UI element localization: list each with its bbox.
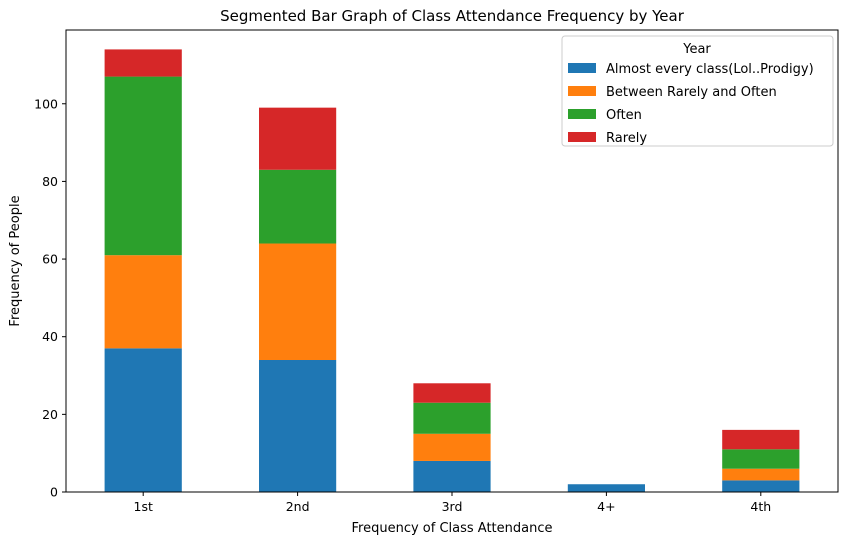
legend-swatch <box>568 109 596 119</box>
y-tick-label: 20 <box>42 407 58 422</box>
bar-segment-1st-series-3 <box>104 76 182 256</box>
bar-segment-4th-series-2 <box>722 468 800 481</box>
bar-segment-2nd-series-1 <box>259 360 337 492</box>
y-tick-label: 60 <box>42 252 58 267</box>
bar-segment-1st-series-4 <box>104 49 182 77</box>
legend-label: Rarely <box>606 131 647 146</box>
legend: Year Almost every class(Lol..Prodigy) Bet… <box>561 35 834 147</box>
legend-label: Often <box>606 108 642 123</box>
bar-segment-2nd-series-2 <box>259 243 337 360</box>
x-axis: 1st 2nd 3rd 4+ 4th <box>134 492 771 514</box>
legend-swatch <box>568 63 596 73</box>
x-tick-label: 4+ <box>597 499 615 514</box>
legend-label: Almost every class(Lol..Prodigy) <box>606 62 814 77</box>
bar-segment-4th-series-4 <box>722 429 800 450</box>
legend-swatch <box>568 132 596 142</box>
x-tick-label: 3rd <box>442 499 463 514</box>
chart-title: Segmented Bar Graph of Class Attendance … <box>220 7 685 25</box>
bar-segment-2nd-series-4 <box>259 107 337 170</box>
y-tick-label: 100 <box>34 96 58 111</box>
bar-segment-3rd-series-2 <box>413 433 491 461</box>
bar-segment-4+-series-1 <box>567 484 645 492</box>
legend-swatch <box>568 86 596 96</box>
bar-segment-3rd-series-4 <box>413 383 491 403</box>
legend-label: Between Rarely and Often <box>606 85 777 100</box>
x-tick-label: 4th <box>750 499 771 514</box>
bar-segment-1st-series-2 <box>104 255 182 349</box>
bar-segment-3rd-series-3 <box>413 402 491 434</box>
bar-segment-4th-series-3 <box>722 449 800 469</box>
x-tick-label: 1st <box>134 499 153 514</box>
y-axis-title: Frequency of People <box>8 195 23 326</box>
bar-segment-1st-series-1 <box>104 348 182 492</box>
legend-title: Year <box>682 42 711 57</box>
y-tick-label: 80 <box>42 174 58 189</box>
bar-segment-2nd-series-3 <box>259 169 337 244</box>
x-axis-title: Frequency of Class Attendance <box>352 521 553 536</box>
y-axis: 0 20 40 60 80 100 <box>34 96 66 500</box>
x-tick-label: 2nd <box>286 499 310 514</box>
bars-layer <box>104 49 800 492</box>
y-tick-label: 0 <box>50 485 58 500</box>
y-tick-label: 40 <box>42 329 58 344</box>
bar-segment-4th-series-1 <box>722 480 800 492</box>
legend-frame <box>561 35 834 147</box>
bar-segment-3rd-series-1 <box>413 460 491 492</box>
